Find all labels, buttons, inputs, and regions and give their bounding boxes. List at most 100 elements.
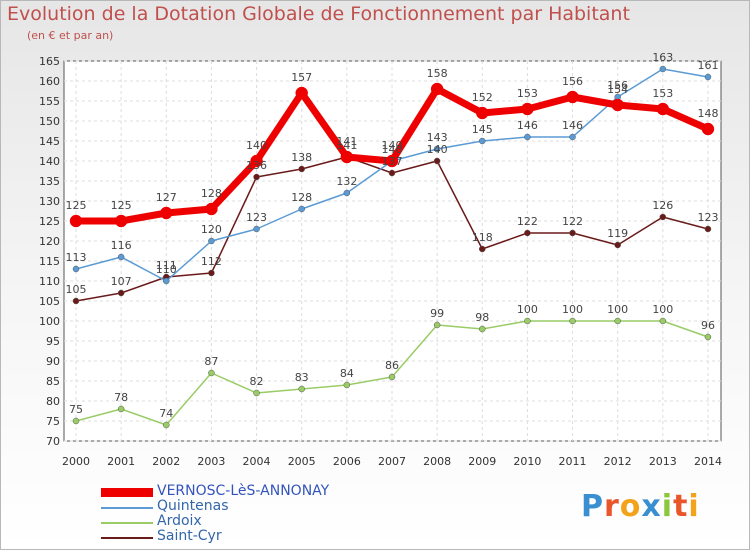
data-label: 158 <box>427 67 448 80</box>
data-label: 141 <box>336 135 357 148</box>
data-point <box>295 86 308 100</box>
data-label: 74 <box>159 407 173 420</box>
data-label: 99 <box>430 307 444 320</box>
data-label: 125 <box>66 199 87 212</box>
data-point <box>524 229 531 237</box>
data-point <box>704 73 712 81</box>
x-tick-label: 2008 <box>423 455 451 468</box>
data-label: 128 <box>201 187 222 200</box>
y-tick-label: 70 <box>46 435 60 448</box>
data-label: 118 <box>472 231 493 244</box>
data-point <box>205 202 218 216</box>
data-label: 148 <box>697 107 718 120</box>
data-point <box>298 205 305 213</box>
chart-title: Evolution de la Dotation Globale de Fonc… <box>7 3 630 25</box>
y-tick-label: 140 <box>39 155 60 168</box>
data-label: 96 <box>701 319 715 332</box>
data-point <box>566 90 579 104</box>
data-label: 83 <box>295 371 309 384</box>
line-chart: 7075808590951001051101151201251301351401… <box>39 51 722 468</box>
data-point <box>569 133 576 141</box>
legend-label: Quintenas <box>157 498 229 514</box>
data-point <box>524 317 531 325</box>
data-point <box>117 405 125 413</box>
data-label: 86 <box>385 359 399 372</box>
axes: 7075808590951001051101151201251301351401… <box>39 55 722 468</box>
x-tick-label: 2006 <box>333 455 361 468</box>
y-tick-label: 150 <box>39 115 60 128</box>
data-point <box>659 317 667 325</box>
data-point <box>114 214 128 228</box>
data-point <box>476 106 489 120</box>
data-point <box>72 297 80 305</box>
data-label: 156 <box>562 75 583 88</box>
x-tick-label: 2009 <box>468 455 496 468</box>
data-point <box>163 421 170 429</box>
y-tick-label: 100 <box>39 315 60 328</box>
data-point <box>208 269 215 277</box>
data-point <box>343 381 351 389</box>
x-tick-label: 2002 <box>152 455 180 468</box>
data-point <box>479 245 486 253</box>
data-label: 141 <box>336 139 357 152</box>
data-point <box>385 154 399 168</box>
y-tick-label: 90 <box>46 355 60 368</box>
legend-swatch <box>101 488 153 497</box>
data-point <box>569 229 576 237</box>
data-label: 163 <box>652 51 673 64</box>
y-tick-label: 130 <box>39 195 60 208</box>
x-tick-label: 2007 <box>378 455 406 468</box>
data-point <box>208 237 215 245</box>
data-point <box>430 82 444 96</box>
data-point <box>298 385 305 393</box>
data-point <box>659 65 667 73</box>
data-point <box>704 225 712 233</box>
data-point <box>69 214 83 228</box>
legend-swatch <box>101 536 153 539</box>
data-label: 120 <box>201 223 222 236</box>
data-point <box>72 417 80 425</box>
legend-swatch <box>101 506 153 509</box>
data-label: 78 <box>114 391 128 404</box>
y-tick-label: 75 <box>46 415 60 428</box>
data-label: 140 <box>381 139 402 152</box>
data-label: 127 <box>156 191 177 204</box>
y-tick-label: 125 <box>39 215 60 228</box>
y-tick-label: 160 <box>39 75 60 88</box>
data-label: 161 <box>697 59 718 72</box>
x-tick-label: 2010 <box>513 455 541 468</box>
data-label: 140 <box>381 143 402 156</box>
plot-area <box>63 60 722 442</box>
data-label: 87 <box>204 355 218 368</box>
data-point <box>160 206 173 220</box>
y-tick-label: 120 <box>39 235 60 248</box>
legend-swatch <box>101 521 153 524</box>
data-label: 128 <box>291 191 312 204</box>
data-label: 111 <box>156 259 177 272</box>
data-point <box>388 169 396 177</box>
data-label: 107 <box>111 275 132 288</box>
data-label: 119 <box>607 227 628 240</box>
logo-letter: i <box>688 489 700 524</box>
data-point <box>117 253 125 261</box>
data-point <box>433 321 441 329</box>
data-point <box>611 98 624 112</box>
y-tick-label: 145 <box>39 135 60 148</box>
logo-letter: t <box>673 489 689 524</box>
data-label: 153 <box>517 87 538 100</box>
data-label: 137 <box>381 155 402 168</box>
y-tick-label: 135 <box>39 175 60 188</box>
data-label: 154 <box>607 83 628 96</box>
data-label: 125 <box>111 199 132 212</box>
y-tick-label: 165 <box>39 55 60 68</box>
data-label: 112 <box>201 255 222 268</box>
data-point <box>72 265 80 273</box>
data-point <box>253 389 260 397</box>
data-point <box>656 102 670 116</box>
data-point <box>433 157 441 165</box>
data-label: 75 <box>69 403 83 416</box>
data-point <box>704 333 712 341</box>
data-point <box>250 154 263 168</box>
data-point <box>524 133 531 141</box>
data-label: 98 <box>475 311 489 324</box>
